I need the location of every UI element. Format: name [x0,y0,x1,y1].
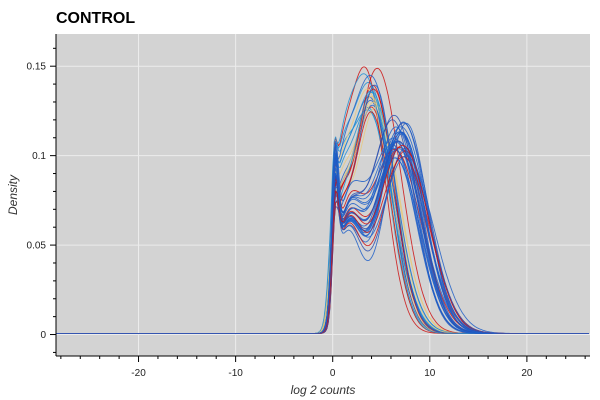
y-tick-label: 0.15 [27,62,47,73]
y-tick-label: 0.05 [27,241,47,252]
x-axis-label: log 2 counts [291,383,356,397]
x-tick-label: 0 [330,368,336,379]
y-axis-label: Density [6,174,20,215]
density-curve [56,126,589,334]
plot-background [56,34,590,356]
y-tick-label: 0 [40,330,46,341]
x-tick-label: -20 [131,368,146,379]
y-tick-label: 0.1 [32,151,46,162]
chart-title: CONTROL [56,10,136,27]
x-tick-label: 20 [521,368,533,379]
density-curves [56,66,589,334]
axes: -20 -10 0 10 20 0 0.05 0.1 0.15 [27,34,590,379]
x-tick-label: -10 [228,368,243,379]
grid-lines [56,34,590,356]
x-tick-label: 10 [424,368,436,379]
